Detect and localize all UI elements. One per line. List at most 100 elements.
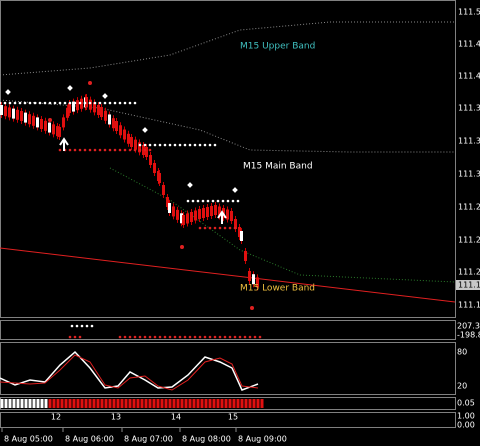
candle <box>93 102 96 113</box>
candle <box>142 145 145 155</box>
bar-cell <box>28 399 32 408</box>
level-dot <box>43 101 47 105</box>
candle <box>0 105 3 115</box>
candle <box>172 206 175 217</box>
level-dot <box>228 226 232 230</box>
cci-dot <box>90 324 94 328</box>
cci-dot <box>173 335 177 339</box>
price-label: 111.39 <box>458 104 480 113</box>
level-dot <box>113 101 117 105</box>
price-label: 111.23 <box>458 236 480 245</box>
cci-dot <box>78 335 82 339</box>
candle <box>4 106 7 117</box>
candle <box>24 112 27 123</box>
level-dot <box>98 101 102 105</box>
level-dot <box>3 101 7 105</box>
level-dot <box>206 199 210 203</box>
bar-cell <box>240 399 244 408</box>
time-label: 8 Aug 09:00 <box>238 435 287 444</box>
level-dot <box>196 199 200 203</box>
bar-cell <box>204 399 208 408</box>
bar-cell <box>72 399 76 408</box>
level-dot <box>208 226 212 230</box>
stoch-label: 20 <box>457 382 467 391</box>
bar-cell <box>92 399 96 408</box>
candle <box>186 213 189 224</box>
last-label: 0.00 <box>457 421 475 430</box>
candle <box>76 100 79 111</box>
level-dot <box>128 101 132 105</box>
candle <box>12 108 15 119</box>
level-dot <box>93 101 97 105</box>
cci-dot <box>70 324 74 328</box>
time-label: 8 Aug 08:00 <box>182 435 231 444</box>
bar-cell <box>168 399 172 408</box>
cci-dot <box>158 335 162 339</box>
red-dot <box>180 245 184 249</box>
level-dot <box>173 143 177 147</box>
level-dot <box>68 148 72 152</box>
level-dot <box>88 148 92 152</box>
bar-cell <box>104 399 108 408</box>
level-dot <box>208 143 212 147</box>
level-dot <box>113 148 117 152</box>
price-label: 111.43 <box>458 72 480 81</box>
bar-cell <box>16 399 20 408</box>
candle <box>214 205 217 215</box>
candle <box>240 231 243 241</box>
level-dot <box>143 143 147 147</box>
cci-dot <box>133 335 137 339</box>
bar-cell <box>244 399 248 408</box>
cci-dot <box>228 335 232 339</box>
bar-cell <box>140 399 144 408</box>
level-dot <box>58 101 62 105</box>
level-dot <box>178 143 182 147</box>
candle <box>56 126 59 137</box>
level-dot <box>33 101 37 105</box>
bar-cell <box>220 399 224 408</box>
candle <box>198 209 201 219</box>
cci-dot <box>248 335 252 339</box>
level-dot <box>53 101 57 105</box>
candle <box>182 215 185 225</box>
candle <box>68 103 71 113</box>
bar-cell <box>120 399 124 408</box>
bar-cell <box>52 399 56 408</box>
bar-cell <box>172 399 176 408</box>
bar-cell <box>0 399 4 408</box>
stoch-panel <box>0 342 456 395</box>
candle <box>145 147 148 157</box>
candle <box>8 107 11 118</box>
hour-label: 14 <box>171 413 181 422</box>
candle <box>123 129 126 140</box>
candle <box>194 210 197 221</box>
bar-cell <box>164 399 168 408</box>
level-dot <box>118 101 122 105</box>
red-dot <box>88 81 92 85</box>
bar-cell <box>232 399 236 408</box>
level-dot <box>78 148 82 152</box>
bar-cell <box>132 399 136 408</box>
cci-dot <box>85 324 89 328</box>
bar-cell <box>8 399 12 408</box>
cci-label: -198.8 <box>457 331 480 340</box>
bar-cell <box>144 399 148 408</box>
level-dot <box>143 148 147 152</box>
candle <box>89 99 92 110</box>
candle <box>80 98 83 109</box>
last-label: 1.00 <box>457 412 475 421</box>
level-dot <box>218 226 222 230</box>
bar-cell <box>124 399 128 408</box>
level-dot <box>191 199 195 203</box>
level-dot <box>88 101 92 105</box>
bar-cell <box>176 399 180 408</box>
cci-dot <box>178 335 182 339</box>
candle <box>48 122 51 133</box>
bar-cell <box>184 399 188 408</box>
bar-cell <box>180 399 184 408</box>
candle <box>85 97 88 107</box>
bar-cell <box>88 399 92 408</box>
bar-cell <box>12 399 16 408</box>
cci-dot <box>223 335 227 339</box>
